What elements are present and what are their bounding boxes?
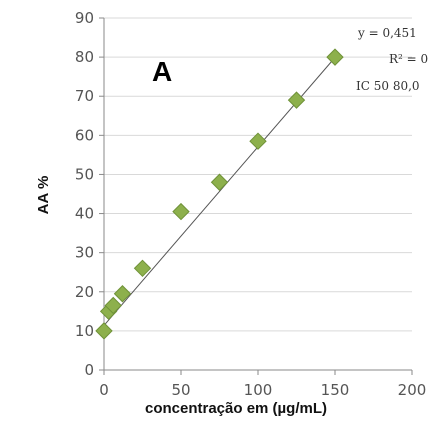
x-tick-label: 50 [171, 381, 190, 399]
data-point [113, 285, 132, 303]
x-tick-labels: 0 50 100 150 200 [99, 381, 426, 399]
y-tick-label: 40 [75, 205, 94, 223]
data-point [210, 173, 229, 191]
y-tick-label: 70 [75, 87, 94, 105]
data-points [95, 48, 344, 340]
y-tick-label: 20 [75, 283, 94, 301]
x-tick-label: 150 [321, 381, 350, 399]
data-point [95, 322, 113, 340]
data-point [133, 259, 152, 278]
r-squared-annotation: R² = 0 [389, 52, 428, 66]
data-point [249, 132, 267, 150]
x-axis-title: concentração em (µg/mL) [145, 400, 327, 417]
x-tick-label: 0 [99, 381, 109, 399]
y-tick-label: 10 [75, 322, 94, 340]
data-point [104, 296, 122, 315]
x-tick-label: 100 [244, 381, 273, 399]
data-point [172, 202, 190, 221]
grid-lines [104, 17, 412, 332]
y-tick-label: 60 [75, 126, 94, 144]
axes [99, 17, 413, 375]
ic50-annotation: IC 50 80,0 [356, 79, 420, 93]
y-tick-label: 50 [75, 165, 94, 183]
y-tick-labels: 0 10 20 30 40 50 60 70 80 90 [75, 9, 94, 379]
data-point [326, 48, 344, 66]
panel-label: A [152, 56, 172, 87]
y-tick-label: 0 [84, 361, 94, 379]
equation-annotation: y = 0,451 [357, 26, 417, 40]
y-tick-label: 90 [75, 9, 94, 27]
x-tick-label: 200 [398, 381, 427, 399]
y-axis-title: AA % [35, 176, 52, 215]
data-point [287, 91, 306, 109]
y-tick-label: 80 [75, 48, 94, 66]
y-tick-label: 30 [75, 244, 94, 262]
